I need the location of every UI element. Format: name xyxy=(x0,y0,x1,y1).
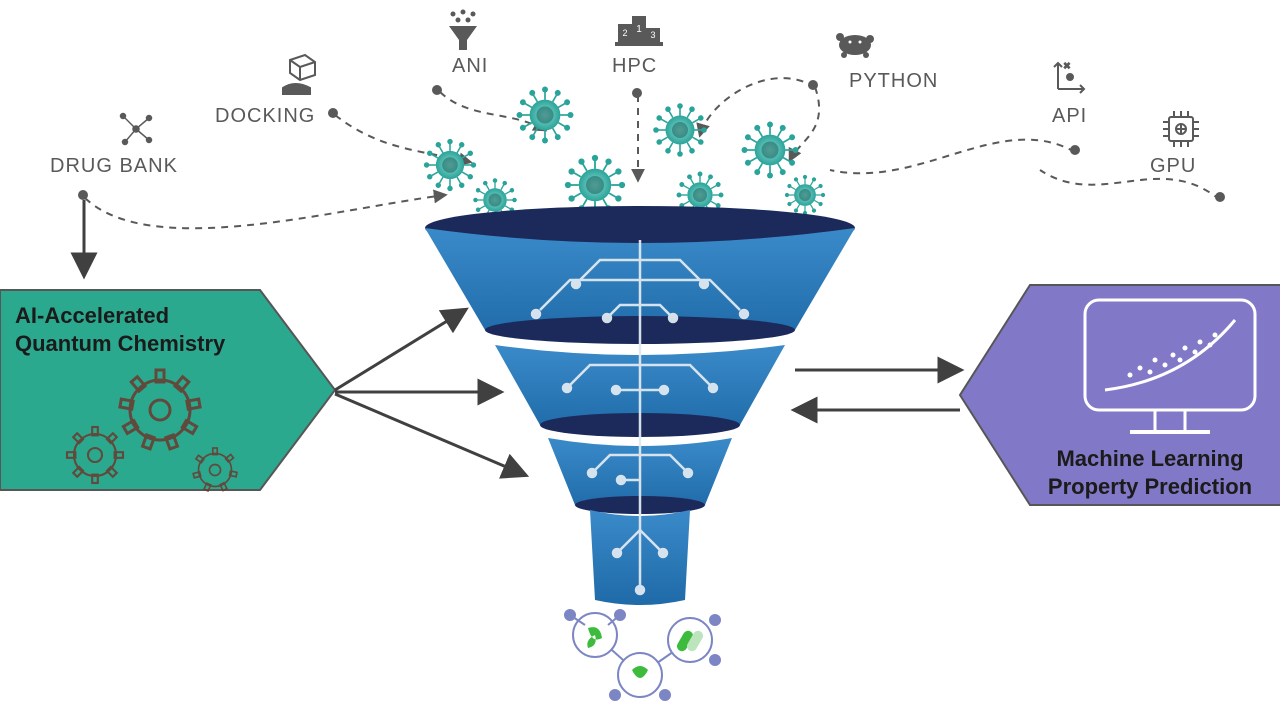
straight-arrows xyxy=(0,0,1280,720)
diagram-stage: DRUG BANK DOCKING ANI HPC PYTHON API GPU… xyxy=(0,0,1280,720)
